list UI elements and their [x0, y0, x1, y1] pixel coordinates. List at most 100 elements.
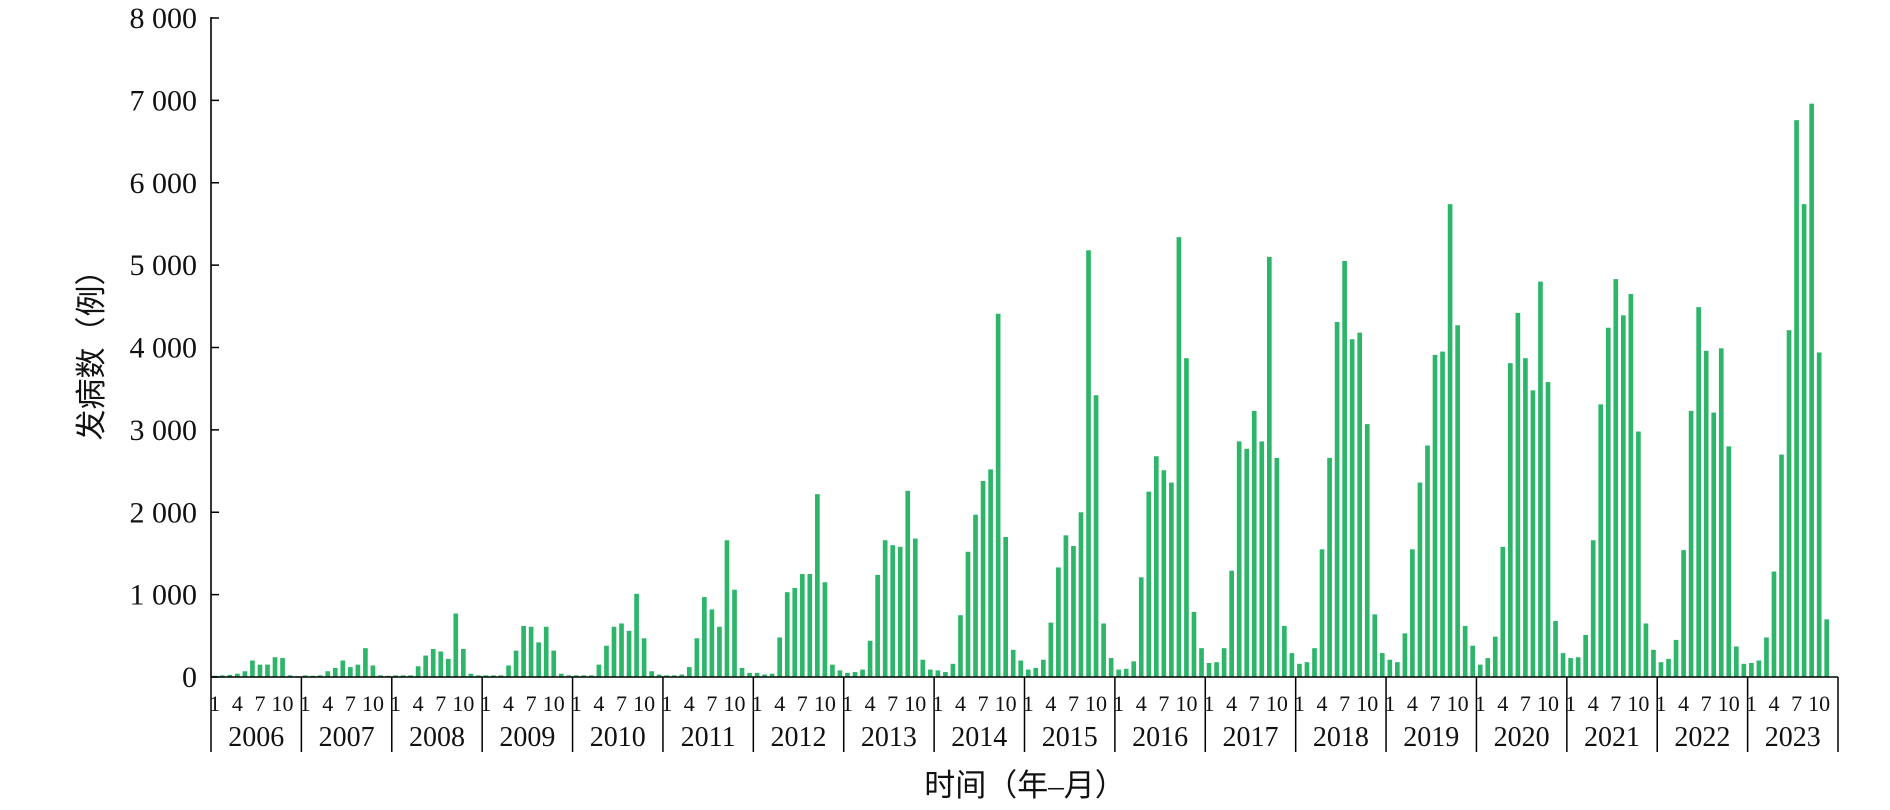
bar-2021-8	[1620, 315, 1626, 677]
bar-2011-5	[694, 638, 700, 677]
bar-2023-8	[1801, 204, 1807, 678]
bar-2008-11	[468, 673, 474, 677]
bar-2006-5	[242, 671, 248, 677]
bar-2008-10	[461, 648, 466, 677]
y-tick-label-6000: 6 000	[130, 167, 198, 200]
bar-2012-5	[784, 592, 790, 677]
month-tick-label-2012-1: 1	[752, 691, 763, 716]
bar-2009-7	[528, 626, 534, 677]
bar-2020-3	[1492, 636, 1498, 677]
bar-2023-7	[1794, 120, 1799, 677]
bar-2019-6	[1425, 445, 1430, 677]
bar-2007-7	[348, 667, 353, 677]
bars-layer	[212, 103, 1830, 678]
bar-2022-2	[1666, 658, 1671, 677]
bar-2015-5	[1056, 567, 1061, 677]
bar-2007-6	[340, 660, 346, 677]
month-tick-label-2020-1: 1	[1475, 691, 1486, 716]
bar-2013-4	[867, 640, 873, 677]
bar-2021-3	[1583, 634, 1588, 677]
year-label-2021: 2021	[1584, 722, 1640, 753]
bar-2009-5	[513, 650, 519, 677]
bar-2006-7	[257, 664, 263, 677]
month-tick-label-2010-10: 10	[633, 691, 655, 716]
year-label-2020: 2020	[1494, 722, 1550, 753]
month-tick-label-2022-1: 1	[1655, 691, 1666, 716]
month-tick-label-2018-4: 4	[1317, 691, 1328, 716]
bar-2008-1	[393, 675, 398, 677]
bar-2017-5	[1236, 441, 1242, 677]
month-tick-label-2010-1: 1	[571, 691, 582, 716]
month-tick-label-2021-1: 1	[1565, 691, 1576, 716]
bar-2006-4	[235, 673, 240, 677]
bar-2021-7	[1613, 279, 1619, 677]
month-tick-label-2007-4: 4	[322, 691, 333, 716]
bar-2018-7	[1342, 261, 1347, 677]
y-axis-title: 发病数（例）	[74, 255, 109, 441]
month-tick-label-2021-4: 4	[1588, 691, 1599, 716]
bar-2011-3	[679, 674, 685, 677]
month-tick-label-2022-10: 10	[1718, 691, 1740, 716]
bar-2010-6	[611, 626, 617, 677]
bar-2007-10	[370, 665, 376, 677]
bar-2021-12	[1651, 649, 1656, 677]
month-tick-label-2006-1: 1	[209, 691, 220, 716]
month-tick-label-2015-4: 4	[1045, 691, 1056, 716]
month-tick-label-2013-4: 4	[865, 691, 876, 716]
month-tick-label-2012-4: 4	[774, 691, 785, 716]
bar-2009-9	[543, 626, 549, 677]
bar-2019-5	[1417, 482, 1423, 677]
bar-2011-6	[702, 597, 707, 677]
bar-2012-4	[777, 637, 783, 677]
bar-2012-1	[754, 672, 760, 677]
year-label-2015: 2015	[1042, 722, 1098, 753]
bar-2017-6	[1244, 448, 1250, 677]
bar-2023-2	[1756, 660, 1762, 677]
month-tick-label-2007-7: 7	[345, 691, 356, 716]
year-label-2011: 2011	[681, 722, 736, 753]
bar-2009-1	[483, 675, 489, 677]
bar-2017-10	[1274, 457, 1280, 677]
bar-2016-5	[1146, 491, 1152, 677]
bar-2019-3	[1402, 633, 1408, 677]
bar-2015-4	[1048, 622, 1054, 677]
month-tick-label-2006-10: 10	[272, 691, 294, 716]
month-tick-label-2017-10: 10	[1266, 691, 1288, 716]
bar-2012-9	[815, 494, 820, 677]
bar-2021-9	[1628, 293, 1634, 677]
bar-2021-5	[1598, 404, 1604, 677]
bar-2008-12	[476, 675, 481, 677]
month-tick-label-2023-7: 7	[1791, 691, 1802, 716]
year-label-2018: 2018	[1313, 722, 1369, 753]
bar-2016-7	[1161, 470, 1167, 677]
month-tick-label-2011-7: 7	[706, 691, 717, 716]
bar-2014-5	[965, 551, 971, 677]
bar-2015-9	[1086, 250, 1091, 678]
bar-2018-6	[1334, 321, 1340, 677]
month-tick-label-2010-4: 4	[593, 691, 604, 716]
year-label-2023: 2023	[1765, 722, 1821, 753]
bar-2007-11	[378, 675, 383, 677]
month-tick-label-2022-4: 4	[1678, 691, 1689, 716]
bar-2013-9	[905, 490, 911, 677]
bar-2013-12	[928, 669, 933, 677]
month-tick-label-2017-1: 1	[1204, 691, 1215, 716]
y-tick-label-4000: 4 000	[130, 332, 198, 365]
bar-2015-1	[1025, 669, 1031, 677]
x-axis-title: 时间（年–月）	[924, 768, 1126, 803]
year-label-2019: 2019	[1403, 722, 1459, 753]
month-tick-label-2019-10: 10	[1447, 691, 1469, 716]
month-tick-label-2017-7: 7	[1249, 691, 1260, 716]
month-tick-label-2008-7: 7	[435, 691, 446, 716]
bar-2023-9	[1809, 103, 1814, 678]
bar-2011-7	[709, 609, 715, 677]
bar-2010-11	[649, 671, 654, 677]
year-label-2013: 2013	[861, 722, 917, 753]
bar-2013-1	[845, 672, 850, 677]
bar-2007-1	[302, 675, 308, 677]
bar-2015-6	[1063, 535, 1069, 677]
bar-2020-1	[1477, 664, 1483, 677]
month-tick-label-2013-1: 1	[842, 691, 853, 716]
bar-2013-5	[875, 574, 880, 677]
